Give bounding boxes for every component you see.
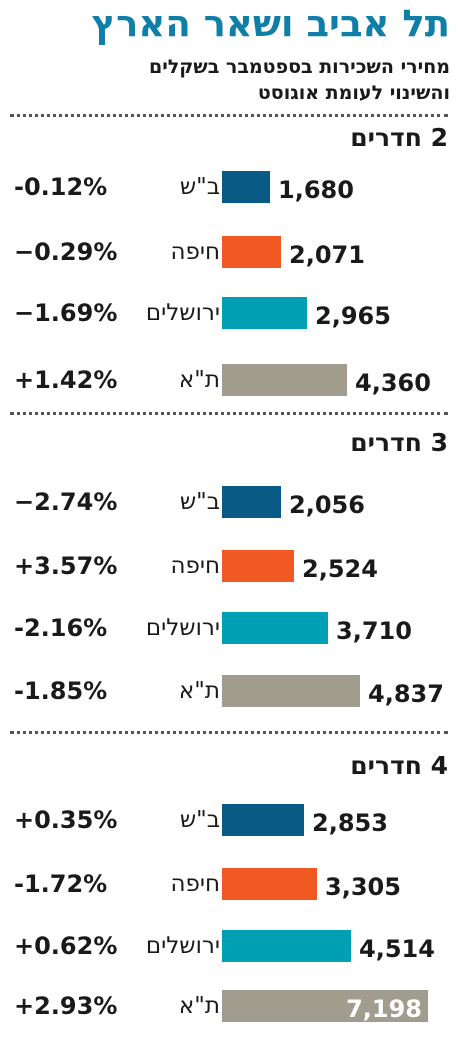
bar-row-haifa: −0.29% חיפה 2,071: [0, 236, 458, 269]
city-label: ירושלים: [145, 933, 220, 959]
bar-row-beer-sheva: −2.74% ב"ש 2,056: [0, 486, 458, 519]
city-label: ירושלים: [145, 300, 220, 326]
value-label: 7,198: [346, 995, 422, 1023]
city-label: ב"ש: [179, 174, 220, 200]
value-label: 2,524: [302, 555, 378, 583]
section-title: 3 חדרים: [350, 428, 448, 457]
change-percent: +2.93%: [14, 992, 118, 1020]
city-label: ב"ש: [179, 489, 220, 515]
city-label: ת"א: [178, 367, 220, 393]
bar: [222, 364, 347, 396]
change-percent: +0.62%: [14, 932, 118, 960]
bar-row-jerusalem: -2.16% ירושלים 3,710: [0, 612, 458, 645]
subtitle: מחירי השכירות בספטמבר בשקלים והשינוי לעו…: [10, 54, 450, 106]
value-label: 3,305: [325, 873, 401, 901]
bar-row-tel-aviv: +2.93% ת"א 7,198: [0, 990, 458, 1023]
change-percent: −0.29%: [14, 238, 118, 266]
bar-row-jerusalem: −1.69% ירושלים 2,965: [0, 297, 458, 330]
value-label: 1,680: [278, 176, 354, 204]
bar: [222, 804, 304, 836]
value-label: 4,837: [368, 680, 444, 708]
bar: [222, 171, 270, 203]
city-label: ת"א: [178, 993, 220, 1019]
change-percent: −2.74%: [14, 488, 118, 516]
subtitle-line-1: מחירי השכירות בספטמבר בשקלים: [148, 56, 450, 78]
bar-row-tel-aviv: +1.42% ת"א 4,360: [0, 364, 458, 397]
bar: [222, 550, 294, 582]
subtitle-line-2: והשינוי לעומת אוגוסט: [257, 82, 450, 104]
city-label: ירושלים: [145, 615, 220, 641]
bar-row-tel-aviv: -1.85% ת"א 4,837: [0, 675, 458, 708]
section-title: 2 חדרים: [350, 123, 448, 152]
city-label: ב"ש: [179, 807, 220, 833]
change-percent: +1.42%: [14, 366, 118, 394]
city-label: חיפה: [170, 239, 220, 265]
bar: [222, 868, 317, 900]
city-label: חיפה: [170, 871, 220, 897]
value-label: 3,710: [336, 617, 412, 645]
bar: [222, 675, 360, 707]
bar: [222, 297, 307, 329]
value-label: 2,853: [312, 809, 388, 837]
city-label: ת"א: [178, 678, 220, 704]
change-percent: -0.12%: [14, 173, 108, 201]
bar: [222, 612, 328, 644]
city-label: חיפה: [170, 553, 220, 579]
change-percent: −1.69%: [14, 299, 118, 327]
value-label: 4,514: [359, 935, 435, 963]
change-percent: -2.16%: [14, 614, 108, 642]
section-separator: [10, 114, 448, 117]
bar-row-jerusalem: +0.62% ירושלים 4,514: [0, 930, 458, 963]
section-separator: [10, 731, 448, 734]
bar-row-beer-sheva: +0.35% ב"ש 2,853: [0, 804, 458, 837]
page-title: תל אביב ושאר הארץ: [91, 2, 450, 45]
change-percent: +3.57%: [14, 552, 118, 580]
value-label: 4,360: [355, 369, 431, 397]
change-percent: -1.72%: [14, 870, 108, 898]
change-percent: -1.85%: [14, 677, 108, 705]
bar: [222, 930, 351, 962]
bar-row-haifa: +3.57% חיפה 2,524: [0, 550, 458, 583]
bar-row-beer-sheva: -0.12% ב"ש 1,680: [0, 171, 458, 204]
bar: [222, 236, 281, 268]
bar: [222, 486, 281, 518]
value-label: 2,071: [289, 241, 365, 269]
section-title: 4 חדרים: [350, 751, 448, 780]
bar: [222, 990, 428, 1022]
section-separator: [10, 412, 448, 415]
value-label: 2,056: [289, 491, 365, 519]
bar-row-haifa: -1.72% חיפה 3,305: [0, 868, 458, 901]
value-label: 2,965: [315, 302, 391, 330]
change-percent: +0.35%: [14, 806, 118, 834]
